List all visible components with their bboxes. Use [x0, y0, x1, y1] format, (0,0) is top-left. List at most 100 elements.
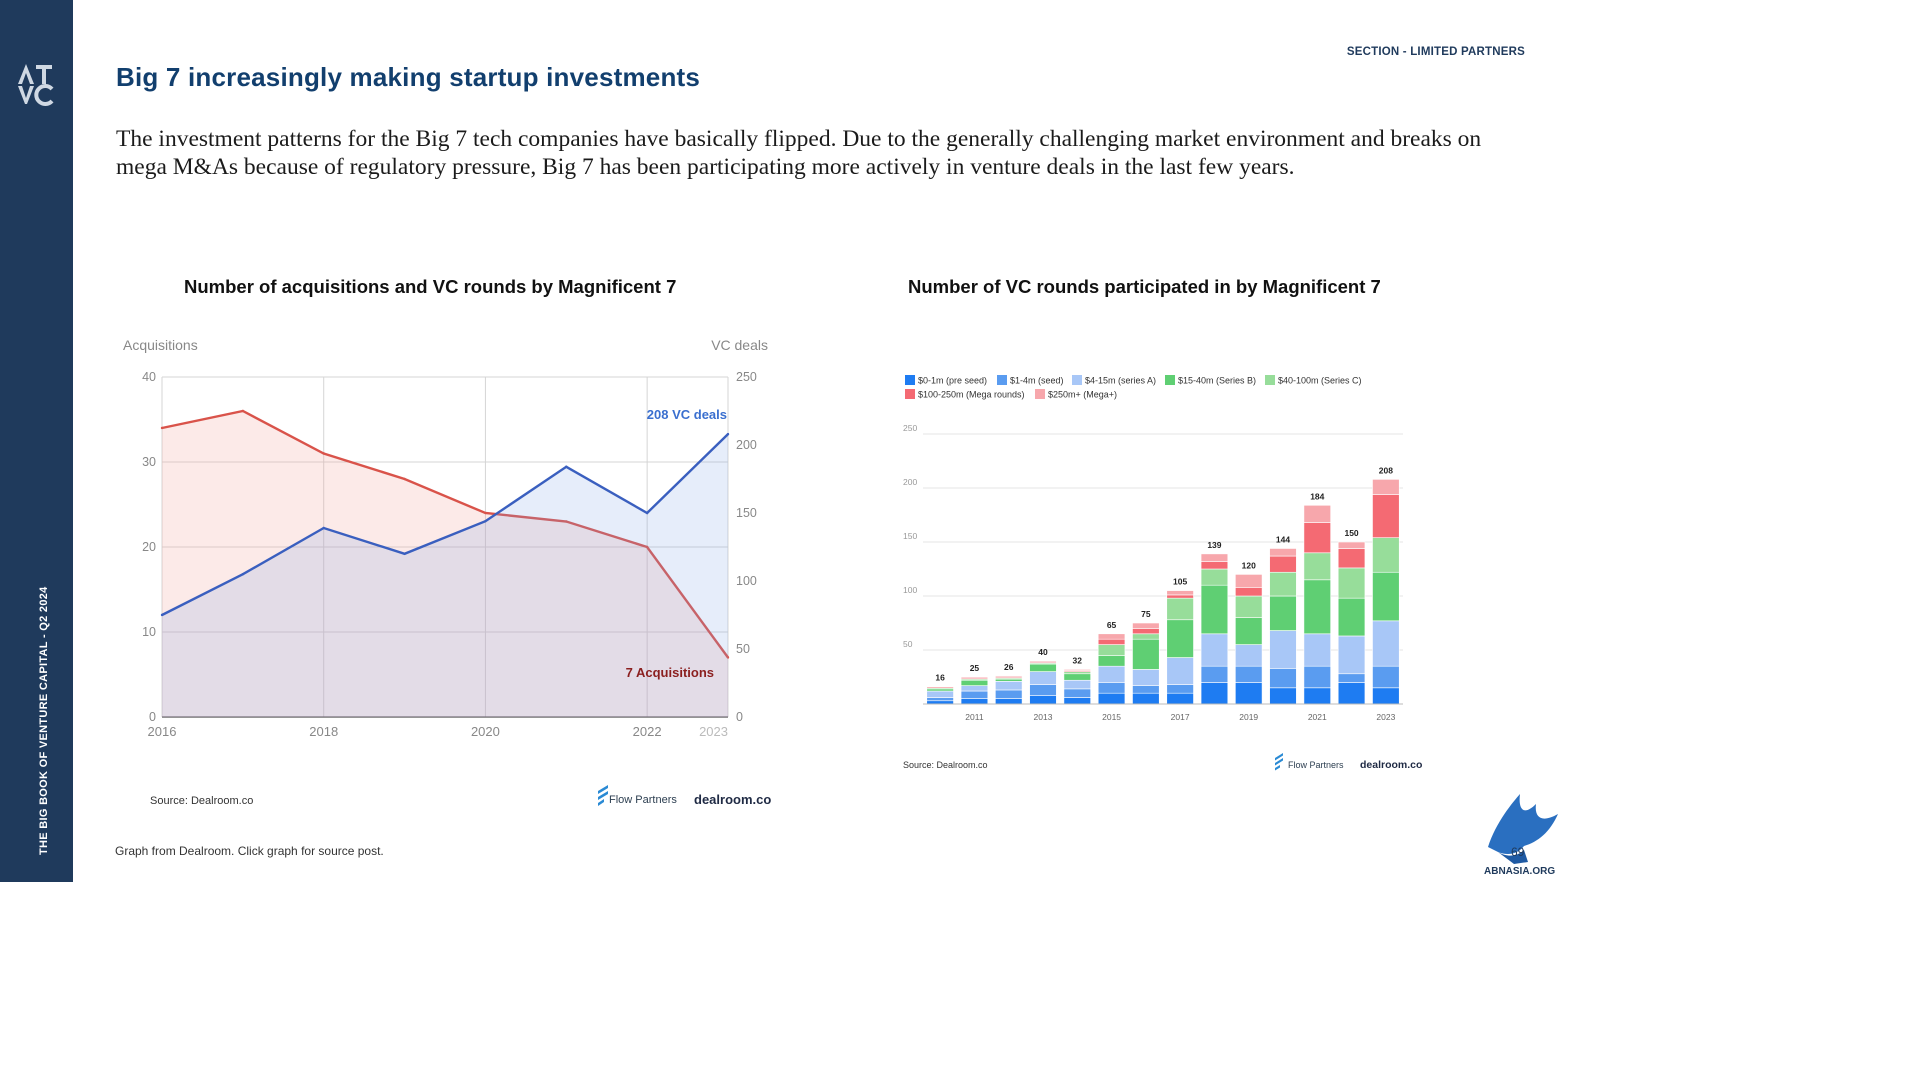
y-tick-label: 150: [903, 531, 917, 541]
bar-segment: [995, 698, 1023, 705]
legend-swatch: [1072, 375, 1082, 385]
left-y-tick-label: 40: [142, 370, 156, 384]
sidebar: THE BIG BOOK OF VENTURE CAPITAL - Q2 202…: [0, 0, 73, 882]
acquisitions-point: [484, 511, 487, 515]
bar-segment: [1200, 561, 1229, 570]
legend-swatch: [1265, 375, 1275, 385]
x-tick-label: 2011: [965, 712, 984, 722]
bar-segment: [1303, 665, 1331, 689]
atvc-logo-icon: [18, 64, 54, 106]
section-label: SECTION - LIMITED PARTNERS: [1346, 46, 1525, 58]
bar-segment: [995, 689, 1023, 699]
x-tick-label: 2016: [148, 724, 177, 739]
legend-label: $250m+ (Mega+): [1048, 390, 1117, 400]
legend-label: $4-15m (series A): [1085, 376, 1156, 386]
acquisitions-annotation: 7 Acquisitions: [626, 665, 714, 680]
right-chart-title: Number of VC rounds participated in by M…: [908, 276, 1381, 297]
x-tick-label: 2013: [1034, 712, 1053, 722]
bar-segment: [1132, 638, 1160, 670]
bar-segment: [1372, 479, 1400, 495]
bar-segment: [1132, 628, 1160, 635]
bar-total-label: 40: [1038, 647, 1048, 657]
bar-segment: [1132, 622, 1160, 629]
right-y-tick-label: 200: [736, 438, 757, 452]
flow-partners-logo-icon: [1275, 753, 1283, 771]
flow-partners-logo-text: Flow Partners: [1288, 760, 1344, 770]
bar-segment: [1166, 597, 1194, 621]
page-number: 69: [1511, 845, 1525, 859]
bar-segment: [1063, 669, 1091, 671]
bar-segment: [1372, 571, 1400, 622]
acquisitions-point: [565, 520, 568, 523]
x-tick-label: 2021: [1308, 712, 1327, 722]
bar-segment: [926, 697, 954, 702]
bar-segment: [1337, 635, 1366, 675]
bar-segment: [1097, 633, 1126, 640]
bar-segment: [1235, 574, 1263, 588]
bar-total-label: 16: [935, 673, 945, 683]
bar-segment: [1235, 587, 1263, 597]
legend-label: $100-250m (Mega rounds): [918, 390, 1025, 400]
flow-partners-mark-icon: [1275, 753, 1283, 771]
vc-rounds-stacked-bar-chart[interactable]: $0-1m (pre seed) $1-4m (seed) $4-15m (seri…: [895, 362, 1455, 782]
bar-segment: [1303, 633, 1331, 667]
bar-total-label: 65: [1107, 620, 1117, 630]
dealroom-logo-text: dealroom.co: [1360, 759, 1422, 771]
bar-segment: [926, 686, 954, 689]
bar-segment: [1372, 494, 1400, 538]
bar-segment: [1235, 595, 1263, 618]
vc-deals-point: [565, 465, 568, 468]
bar-segment: [995, 675, 1023, 678]
right-y-tick-label: 150: [736, 506, 757, 520]
left-chart-title: Number of acquisitions and VC rounds by …: [184, 276, 677, 297]
bar-segment: [1200, 665, 1229, 683]
right-y-tick-label: 100: [736, 574, 757, 588]
bar-segment: [1063, 688, 1091, 698]
bar-segment: [1235, 665, 1263, 683]
acquisitions-vc-line-chart[interactable]: Acquisitions VC deals 0 10 20 30 40 0 50 100 150 20…: [110, 325, 790, 825]
bar-segment: [1166, 619, 1194, 658]
vc-deals-annotation: 208 VC deals: [647, 407, 727, 422]
bar-segment: [1372, 687, 1400, 705]
bar-segment: [1337, 567, 1366, 599]
bar-segment: [1303, 687, 1331, 705]
bar-total-label: 32: [1073, 655, 1083, 665]
bar-segment: [1200, 682, 1229, 705]
acquisitions-point: [726, 656, 730, 659]
sidebar-vertical-text: THE BIG BOOK OF VENTURE CAPITAL - Q2 202…: [38, 586, 50, 855]
bar-segment: [1166, 657, 1194, 685]
left-y-tick-label: 0: [149, 710, 156, 724]
bar-total-label: 120: [1242, 560, 1256, 570]
vc-deals-area: [162, 434, 728, 717]
bar-total-label: 105: [1173, 577, 1187, 587]
bar-segment: [1029, 660, 1057, 663]
legend-label: $40-100m (Series C): [1278, 376, 1362, 386]
acquisitions-area: [162, 411, 728, 717]
bar-segment: [926, 690, 954, 698]
acquisitions-point: [160, 426, 164, 430]
bar-segment: [1097, 692, 1126, 705]
bar-segment: [1372, 665, 1400, 689]
acquisitions-line: [161, 409, 729, 659]
page-title: Big 7 increasingly making startup invest…: [116, 62, 701, 92]
bar-segment: [1337, 541, 1366, 549]
bar-segment: [1029, 663, 1057, 672]
bar-segment: [1063, 671, 1091, 675]
left-y-tick-label: 20: [142, 540, 156, 554]
vc-deals-line: [161, 433, 729, 617]
bar-total-label: 75: [1141, 609, 1151, 619]
legend-swatch: [1165, 375, 1175, 385]
bar-segment: [1132, 633, 1160, 640]
bar-segment: [960, 690, 989, 699]
vc-deals-point: [160, 613, 164, 617]
bar-segment: [1029, 684, 1057, 696]
x-tick-label: 2018: [309, 724, 338, 739]
x-tick-label: 2019: [1239, 712, 1258, 722]
right-axis-label: VC deals: [711, 337, 768, 353]
left-axis-label: Acquisitions: [123, 337, 198, 353]
dealroom-logo-text: dealroom.co: [694, 792, 771, 807]
graph-footnote-link[interactable]: Graph from Dealroom. Click graph for sou…: [115, 844, 384, 858]
bar-segment: [1200, 568, 1229, 586]
legend-swatch: [1035, 389, 1045, 399]
bar-segment: [1337, 548, 1366, 569]
